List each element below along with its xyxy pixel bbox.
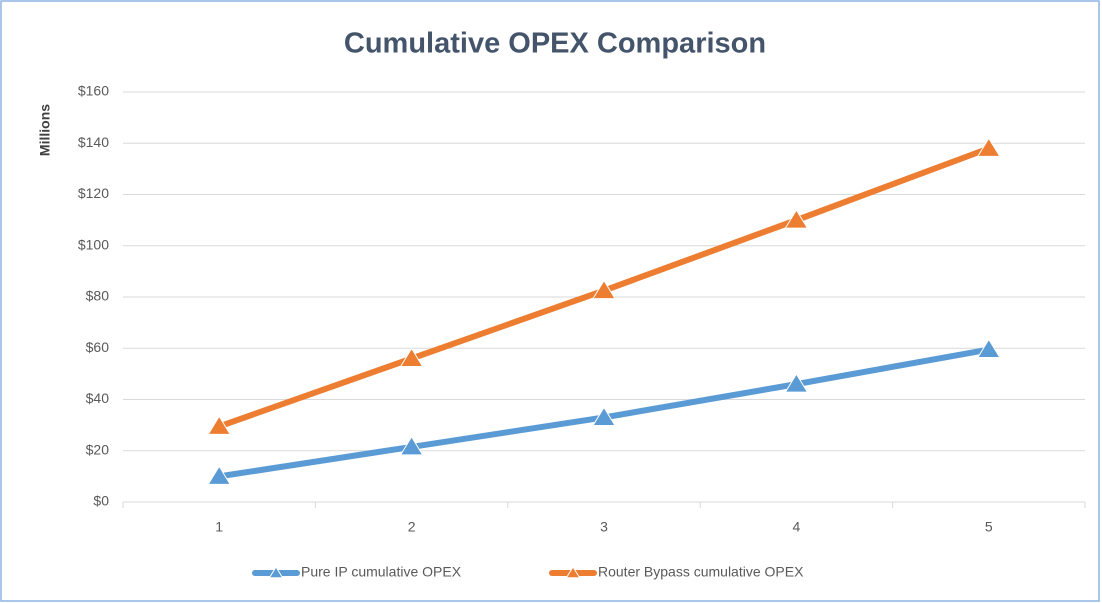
x-tick-label: 4 <box>793 519 801 535</box>
y-axis-label: Millions <box>37 104 53 156</box>
marker <box>592 279 616 300</box>
legend-label: Router Bypass cumulative OPEX <box>598 564 804 580</box>
y-tick-label: $40 <box>86 390 110 406</box>
legend-label: Pure IP cumulative OPEX <box>301 564 462 580</box>
x-tick-label: 2 <box>408 519 416 535</box>
marker <box>207 465 232 485</box>
x-tick-label: 5 <box>985 519 993 535</box>
y-tick-label: $100 <box>78 236 109 252</box>
y-tick-label: $20 <box>86 441 110 457</box>
chart-title: Cumulative OPEX Comparison <box>344 28 766 60</box>
y-tick-label: $60 <box>86 339 110 355</box>
marker <box>399 347 424 367</box>
marker <box>399 435 424 456</box>
legend-marker <box>565 566 581 579</box>
y-tick-label: $140 <box>78 134 109 150</box>
marker <box>207 415 232 435</box>
x-tick-label: 3 <box>600 519 608 535</box>
y-tick-label: $160 <box>78 83 109 99</box>
marker <box>784 209 809 229</box>
x-tick-label: 1 <box>215 519 223 535</box>
y-tick-label: $120 <box>78 185 109 201</box>
marker <box>976 338 1001 359</box>
marker <box>976 137 1001 157</box>
y-tick-label: $80 <box>86 288 110 304</box>
marker <box>592 406 616 426</box>
legend-marker <box>268 566 284 579</box>
y-tick-label: $0 <box>93 493 109 509</box>
marker <box>784 373 809 393</box>
